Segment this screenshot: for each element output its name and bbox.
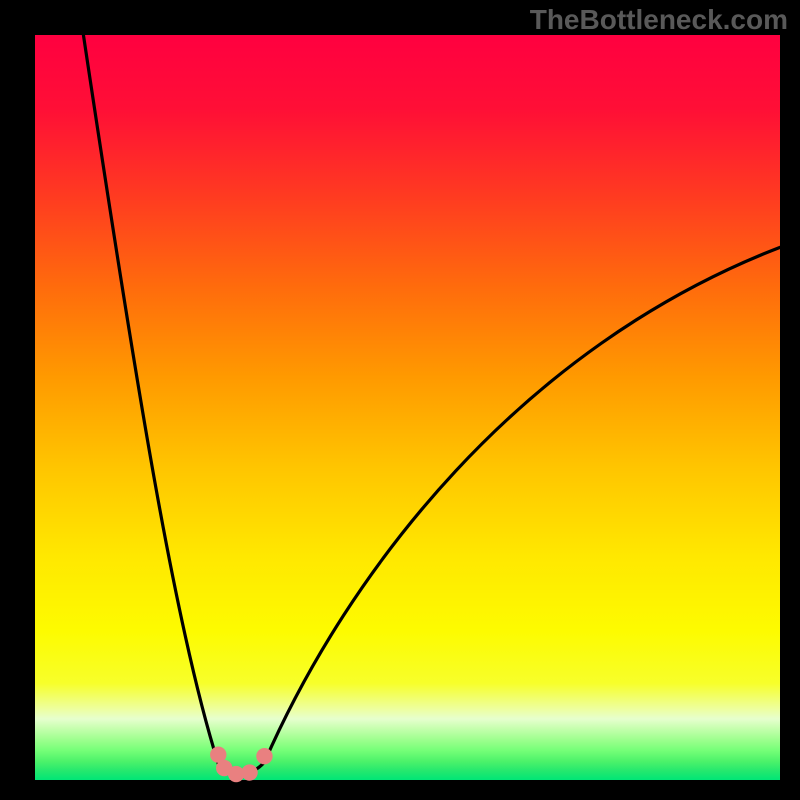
curve-marker xyxy=(256,748,272,764)
watermark-label: TheBottleneck.com xyxy=(530,4,788,36)
curve-layer xyxy=(35,35,780,780)
curve-marker xyxy=(241,764,257,780)
chart-container: TheBottleneck.com xyxy=(0,0,800,800)
bottleneck-curve xyxy=(83,35,780,773)
